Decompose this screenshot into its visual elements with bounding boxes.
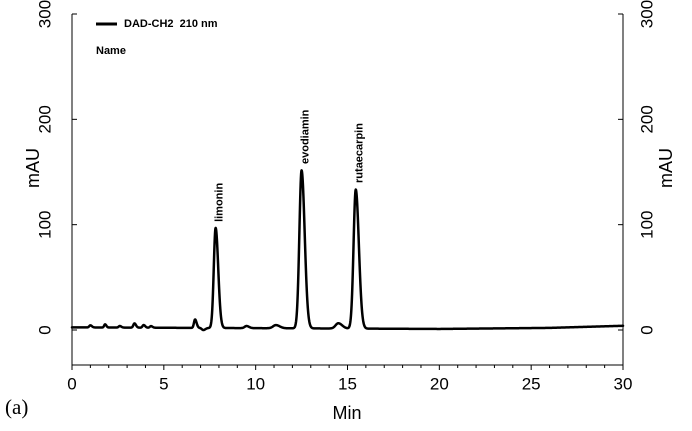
y-axis-title-left: mAU (23, 148, 43, 188)
legend-series-label: DAD-CH2 210 nm (124, 18, 218, 30)
peak-label-rutaecarpin: rutaecarpin (354, 123, 366, 183)
y-tick-label-right: 100 (637, 210, 656, 238)
x-tick-label: 20 (430, 374, 449, 393)
y-tick-label-right: 200 (637, 105, 656, 133)
y-tick-label-right: 0 (637, 325, 656, 334)
x-tick-label: 10 (246, 374, 265, 393)
peak-labels: limonin evodiamin rutaecarpin (214, 109, 366, 222)
x-tick-label: 5 (159, 374, 168, 393)
y-axis-title-right: mAU (656, 148, 676, 188)
x-axis-title: Min (332, 403, 361, 423)
x-tick-label: 30 (614, 374, 633, 393)
panel-label: (a) (5, 395, 28, 419)
x-tick-label: 0 (67, 374, 76, 393)
x-ticks: 0 5 10 15 20 25 30 (67, 365, 632, 393)
y-tick-label-left: 300 (35, 0, 54, 28)
left-y-ticks: 0 100 200 300 (35, 0, 77, 335)
x-tick-label: 15 (338, 374, 357, 393)
y-tick-label-left: 0 (35, 325, 54, 334)
peak-label-evodiamin: evodiamin (299, 109, 311, 164)
legend: DAD-CH2 210 nm Name (96, 18, 218, 57)
x-tick-label: 25 (522, 374, 541, 393)
right-y-ticks: 0 100 200 300 (618, 0, 656, 335)
legend-subtitle: Name (96, 45, 126, 57)
y-tick-label-right: 300 (637, 0, 656, 28)
y-tick-label-left: 100 (35, 210, 54, 238)
peak-label-limonin: limonin (214, 183, 226, 222)
y-tick-label-left: 200 (35, 105, 54, 133)
chromatogram-trace (70, 169, 625, 332)
